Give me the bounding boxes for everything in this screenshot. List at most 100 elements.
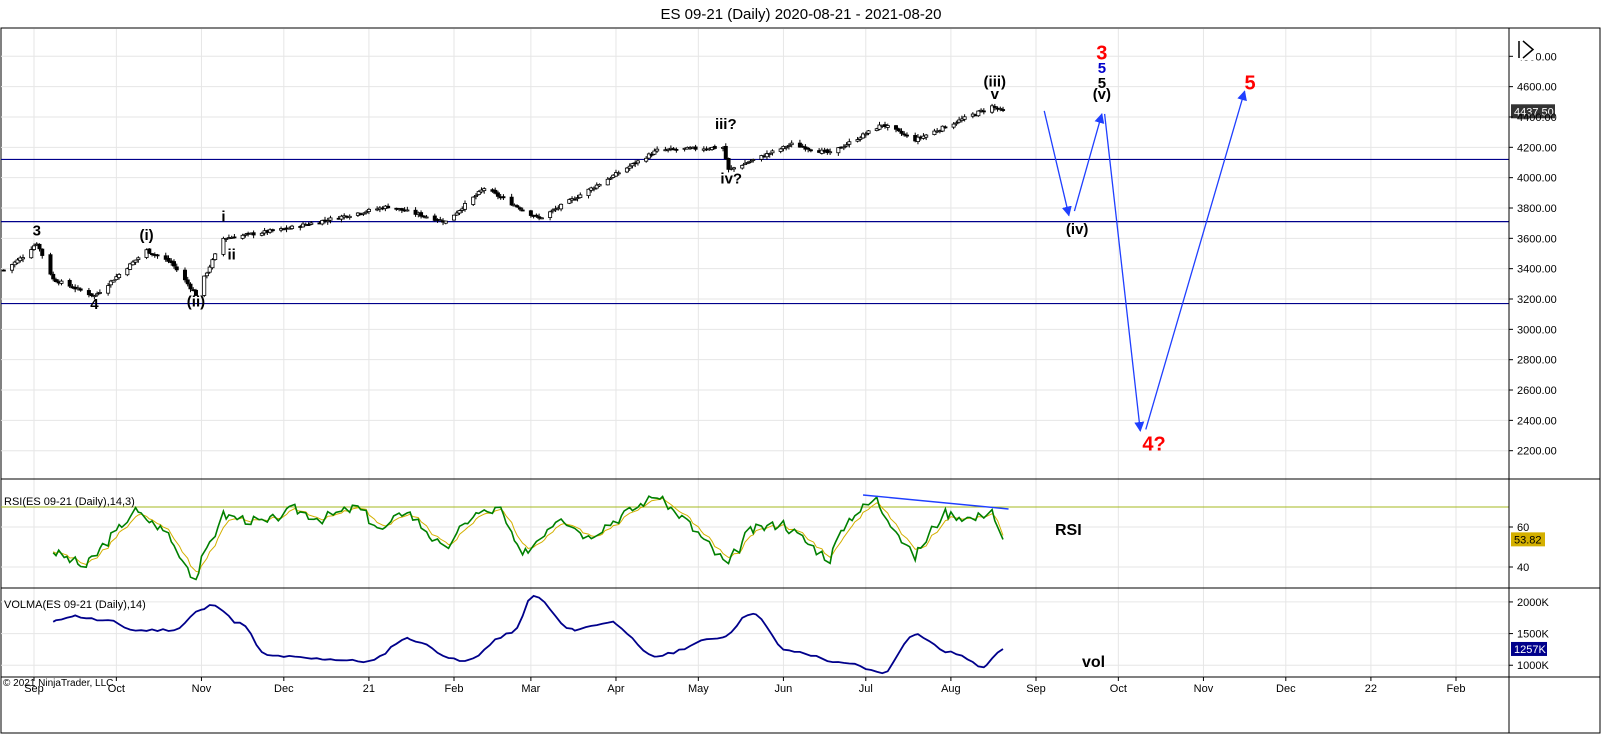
candle-body <box>723 145 728 160</box>
price-candle <box>770 149 775 156</box>
price-candle <box>644 156 649 163</box>
y-tick-label: 60 <box>1517 522 1529 534</box>
price-candle <box>655 146 660 153</box>
rsi-divergence-line <box>862 494 1009 510</box>
candle-body <box>40 248 45 256</box>
price-candle <box>808 148 813 153</box>
price-candle <box>108 279 113 288</box>
price-candle <box>95 291 100 297</box>
candle-body <box>347 215 352 218</box>
candle-body <box>575 197 580 200</box>
candle-body <box>92 295 97 298</box>
y-tick-label: 3200.00 <box>1517 294 1557 306</box>
price-candle <box>517 206 522 212</box>
candle-body <box>1001 109 1006 111</box>
price-candle <box>493 187 498 195</box>
candle-body <box>594 184 599 189</box>
candle-body <box>111 279 116 283</box>
candle-body <box>493 189 498 194</box>
price-candle <box>841 144 846 151</box>
candle-body <box>726 157 731 170</box>
price-candle <box>1001 106 1006 113</box>
candle-body <box>806 147 811 150</box>
price-candle <box>572 196 577 201</box>
price-candle <box>896 127 901 133</box>
candle-body <box>193 289 198 296</box>
candle-body <box>432 215 437 221</box>
price-candle <box>473 193 478 200</box>
price-candle <box>163 252 168 262</box>
projection-arrow <box>1103 113 1145 432</box>
price-candle <box>899 128 904 136</box>
candle-body <box>443 220 448 224</box>
price-candle <box>86 287 91 298</box>
candle-body <box>836 147 841 154</box>
price-candle <box>943 125 948 129</box>
price-candle <box>844 142 849 148</box>
candle-body <box>147 248 152 254</box>
projection-arrow <box>1043 110 1072 217</box>
candle-body <box>534 214 539 217</box>
candle-body <box>828 151 833 154</box>
candle-body <box>509 196 514 206</box>
rsi-signal-line <box>52 497 1004 573</box>
price-candle <box>92 294 97 300</box>
wave-label: (i) <box>139 227 153 244</box>
candle-body <box>959 118 964 121</box>
price-candle <box>784 145 789 151</box>
wave-label: 5 <box>1098 75 1106 92</box>
candle-body <box>10 264 15 271</box>
y-tick-label: 2400.00 <box>1517 415 1557 427</box>
price-candle <box>204 271 209 279</box>
candle-body <box>128 263 133 270</box>
price-candle <box>320 219 325 226</box>
candle-body <box>174 266 179 271</box>
candle-body <box>844 144 849 147</box>
price-candle <box>328 215 333 224</box>
candle-body <box>366 208 371 212</box>
price-candle <box>1 269 6 272</box>
price-candle <box>847 138 852 148</box>
price-candle <box>528 209 533 218</box>
price-panel: 34(i)(ii)iiiiii?iv?(iii)v(iv)355(v)4?544… <box>1 42 1555 456</box>
candle-body <box>495 192 500 197</box>
scroll-to-end-icon[interactable] <box>1514 38 1536 60</box>
candle-body <box>644 157 649 162</box>
x-tick-label: Nov <box>192 683 212 695</box>
candle-body <box>117 274 122 279</box>
price-candle <box>998 106 1003 112</box>
candle-body <box>770 150 775 154</box>
price-candle <box>885 123 890 131</box>
candle-body <box>537 216 542 219</box>
x-tick-label: Dec <box>1276 683 1296 695</box>
candle-body <box>386 205 391 209</box>
candle-body <box>915 136 920 142</box>
x-tick-label: Jun <box>775 683 793 695</box>
price-candle <box>133 259 138 265</box>
price-candle <box>476 190 481 196</box>
price-candle <box>32 243 37 251</box>
price-candle <box>117 273 122 280</box>
price-candle <box>712 144 717 150</box>
candle-body <box>847 141 852 145</box>
chart-title: ES 09-21 (Daily) 2020-08-21 - 2021-08-20 <box>661 6 942 23</box>
price-candle <box>806 146 811 153</box>
candle-body <box>515 205 520 208</box>
candle-body <box>841 146 846 149</box>
x-tick-label: Aug <box>941 683 961 695</box>
price-candle <box>40 248 45 259</box>
candle-body <box>743 162 748 165</box>
plot-frame <box>0 27 1601 734</box>
candle-body <box>309 222 314 225</box>
y-tick-label: 2800.00 <box>1517 355 1557 367</box>
x-tick-label: Nov <box>1194 683 1214 695</box>
price-candle <box>586 188 591 199</box>
candle-body <box>553 208 558 211</box>
candle-body <box>270 229 275 232</box>
price-candle <box>37 243 42 252</box>
price-candle <box>924 133 929 141</box>
candle-body <box>172 261 177 267</box>
candle-body <box>133 259 138 263</box>
candle-body <box>155 254 160 257</box>
candle-body <box>457 210 462 214</box>
